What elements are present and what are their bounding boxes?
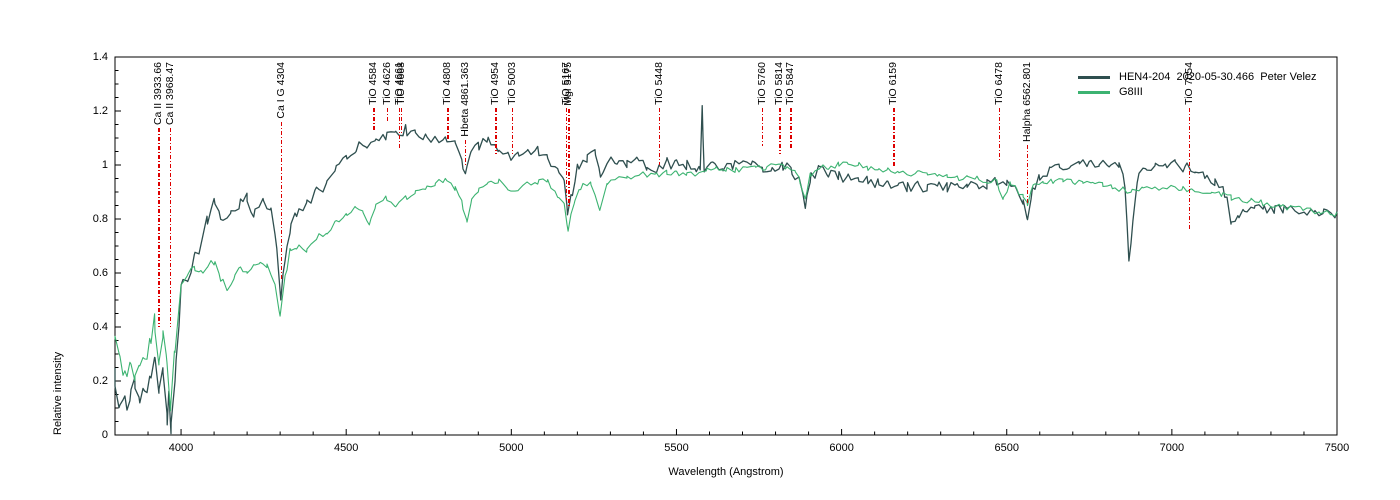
x-tick-label: 5000: [499, 442, 524, 454]
x-tick-label: 4000: [168, 442, 194, 454]
spectral-line-label: TiO 5448: [652, 62, 665, 105]
spectral-line-dash: [373, 107, 375, 130]
spectral-line-dash: [779, 107, 781, 155]
spectral-line-annotation: TiO 4584: [366, 62, 382, 130]
x-tick-label: 6500: [994, 442, 1019, 454]
spectral-line-label: Hbeta 4861.363: [458, 62, 471, 137]
legend: HEN4-204 2020-05-30.466 Peter Velez G8III: [1078, 70, 1317, 100]
legend-item: HEN4-204 2020-05-30.466 Peter Velez: [1078, 70, 1317, 85]
y-tick-label: 1.4: [92, 51, 108, 63]
spectral-line-label: TiO 4668: [394, 62, 407, 105]
spectral-line-annotation: Hbeta 4861.363: [458, 62, 474, 165]
spectral-line-label: TiO 4584: [367, 62, 380, 105]
spectral-line-annotation: TiO 7054: [1182, 62, 1198, 230]
spectral-line-label: TiO 5847: [784, 62, 797, 105]
x-tick-label: 4500: [333, 442, 359, 454]
y-tick-label: 0.4: [92, 321, 108, 333]
y-tick-label: 1.2: [92, 105, 108, 117]
spectral-line-dash: [658, 107, 660, 165]
spectral-line-label: Ca II 3968.47: [163, 62, 176, 126]
y-tick-label: 0.2: [92, 375, 108, 387]
spectral-line-label: Halpha 6562.801: [1020, 62, 1033, 142]
spectral-line-annotation: TiO 5003: [504, 62, 520, 155]
spectral-line-annotation: Halpha 6562.801: [1019, 62, 1035, 203]
y-tick-label: 0.8: [92, 213, 108, 225]
series-line-reference: [114, 161, 1338, 412]
spectral-line-dash: [280, 121, 283, 282]
spectral-line-label: TiO 6159: [887, 62, 900, 105]
y-tick-label: 0: [101, 429, 108, 441]
x-tick-label: 6000: [829, 442, 854, 454]
spectral-line-dash: [158, 128, 160, 327]
spectral-line-dash: [495, 107, 497, 155]
spectral-line-annotation: TiO 5448: [651, 62, 667, 165]
legend-line-swatch: [1078, 91, 1110, 94]
spectral-line-label: TiO 4808: [441, 62, 454, 105]
spectral-line-label: TiO 4954: [489, 62, 502, 105]
y-tick-label: 1: [101, 159, 108, 171]
spectral-line-dash: [169, 128, 172, 327]
legend-line-swatch: [1078, 76, 1110, 79]
spectral-line-annotation: TiO 4668: [394, 62, 410, 133]
spectral-line-dash: [447, 107, 449, 141]
spectral-line-annotation: TiO 5760: [754, 62, 770, 147]
spectral-line-dash: [398, 107, 401, 149]
legend-label: HEN4-204 2020-05-30.466 Peter Velez: [1119, 71, 1317, 83]
spectral-line-label: MgI 5175: [562, 62, 575, 106]
spectral-line-annotation: TiO 4626: [380, 62, 396, 122]
legend-item: G8III: [1078, 85, 1317, 100]
spectral-line-label: TiO 5760: [755, 62, 768, 105]
series-line-target: [114, 105, 1338, 435]
spectral-line-annotation: TiO 4808: [440, 62, 456, 141]
spectral-line-annotation: Ca II 3968.47: [163, 62, 179, 327]
spectral-line-label: Ca I G 4304: [274, 62, 287, 119]
spectral-line-annotation: TiO 4954: [488, 62, 504, 155]
x-tick-label: 5500: [664, 442, 689, 454]
spectral-line-dash: [998, 107, 1001, 160]
spectral-line-label: TiO 6478: [992, 62, 1005, 105]
spectral-line-dash: [400, 107, 403, 133]
y-tick-label: 0.6: [92, 267, 108, 279]
axis-ticks: [114, 56, 1338, 436]
spectral-line-annotation: Ca II 3933.66: [151, 62, 167, 327]
spectral-line-dash: [565, 107, 568, 201]
spectral-line-annotation: TiO 5167: [558, 62, 574, 201]
spectral-line-dash: [464, 139, 467, 165]
spectral-line-dash: [568, 108, 570, 206]
spectral-line-annotation: TiO 5814: [772, 62, 788, 155]
x-tick-label: 7000: [1159, 442, 1185, 454]
spectral-line-dash: [893, 107, 895, 168]
spectral-line-annotation: TiO 6478: [991, 62, 1007, 160]
spectral-line-dash: [387, 107, 389, 122]
spectral-line-dash: [790, 107, 792, 149]
spectral-line-dash: [511, 107, 513, 155]
spectral-line-dash: [1188, 107, 1191, 230]
spectral-line-annotation: TiO 5847: [783, 62, 799, 149]
spectral-line-annotation: Ca I G 4304: [273, 62, 289, 282]
x-axis-title: Wavelength (Angstrom): [668, 466, 784, 478]
legend-label: G8III: [1119, 86, 1143, 98]
spectral-line-dash: [761, 107, 764, 147]
x-tick-label: 7500: [1324, 442, 1350, 454]
spectral-line-label: TiO 5003: [505, 62, 518, 105]
spectral-line-annotation: TiO 4661: [391, 62, 407, 149]
spectral-line-annotation: TiO 6159: [886, 62, 902, 168]
spectral-line-dash: [1026, 145, 1029, 203]
spectral-line-annotation: MgI 5175: [561, 62, 577, 206]
